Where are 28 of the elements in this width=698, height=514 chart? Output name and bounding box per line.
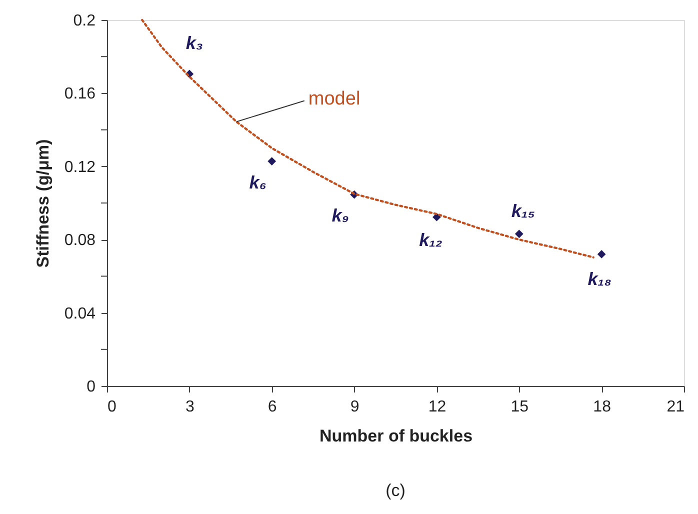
y-tick-label: 0.04 xyxy=(64,305,96,322)
text: model xyxy=(308,88,360,110)
x-tick-label: 12 xyxy=(428,398,446,416)
annotation: k₆ xyxy=(249,172,266,192)
y-tick-label: 0.12 xyxy=(64,158,96,176)
y-tick-label: 0.2 xyxy=(73,12,96,30)
x-tick-label: 9 xyxy=(350,398,360,416)
x-tick-label: 15 xyxy=(510,398,529,416)
annotation: k₁₈ xyxy=(588,269,612,290)
x-tick-label: 6 xyxy=(268,398,277,416)
y-tick-label: 0.16 xyxy=(64,86,96,103)
x-tick-label: 0 xyxy=(108,398,116,416)
line-series xyxy=(141,18,594,258)
annotation: k₃ xyxy=(186,32,203,53)
annotation: k₁₂ xyxy=(419,230,442,250)
text: (c) xyxy=(386,481,406,500)
x-tick-label: 18 xyxy=(593,398,612,416)
y-tick-label: 0.08 xyxy=(64,232,96,250)
annotation: k₁₅ xyxy=(511,200,535,221)
x-axis-title: Number of buckles xyxy=(319,426,473,446)
point xyxy=(597,250,606,258)
point xyxy=(514,230,524,238)
y-tick-label: 0 xyxy=(86,378,96,396)
x-tick-label: 3 xyxy=(185,398,194,416)
y-axis-title: Stiffness (g/μm) xyxy=(33,139,52,268)
point xyxy=(268,157,276,166)
x-tick-label: 21 xyxy=(666,398,685,416)
annotation: k₉ xyxy=(332,206,349,226)
